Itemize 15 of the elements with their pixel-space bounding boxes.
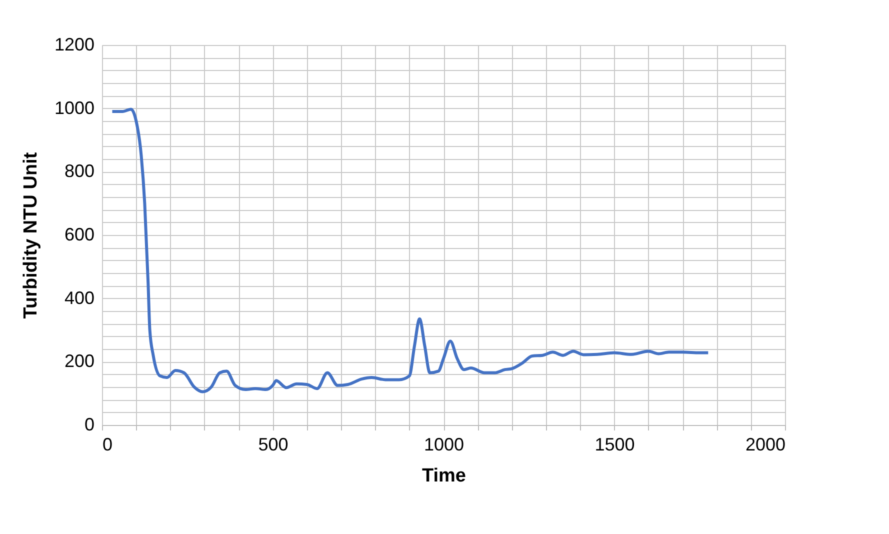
x-tick-label: 1000 (424, 434, 464, 454)
y-tick-label: 0 (84, 414, 94, 434)
x-tick-label: 2000 (745, 434, 786, 454)
y-tick-label: 600 (64, 224, 94, 244)
x-tick-label: 0 (102, 434, 113, 454)
y-tick-label: 1000 (54, 98, 94, 118)
y-tick-label: 400 (64, 288, 94, 308)
x-tick-label: 500 (258, 434, 288, 454)
x-tick-label: 1500 (594, 434, 635, 454)
x-axis-title: Time (422, 466, 466, 486)
y-axis-title: Turbidity NTU Unit (20, 152, 42, 319)
y-tick-label: 200 (64, 351, 94, 372)
y-tick-label: 1200 (54, 34, 94, 54)
y-tick-label: 800 (64, 161, 94, 182)
line-series (110, 108, 710, 394)
